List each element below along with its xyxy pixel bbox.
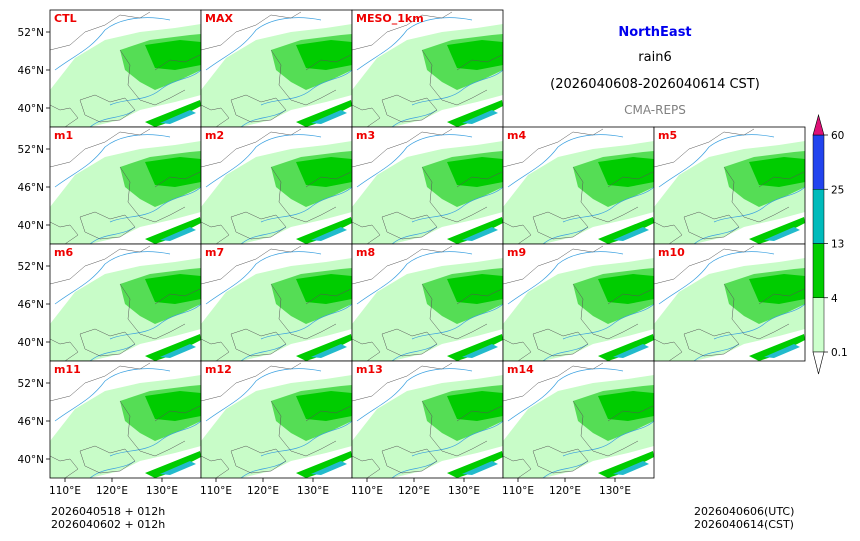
variable-title: rain6 <box>638 50 672 65</box>
lat-tick-label: 40°N <box>18 337 44 349</box>
lon-tick-label: 110°E <box>351 485 383 497</box>
panel-m10: m10 <box>653 243 806 362</box>
panel-m8: m8 <box>351 243 504 362</box>
colorbar: 0.1 4 13 25 60 <box>812 113 848 375</box>
colorbar-tick-label: 4 <box>831 293 838 305</box>
panel-label: m13 <box>356 363 383 376</box>
panel-m3: m3 <box>351 126 504 245</box>
panel-m6: m6 <box>49 243 202 362</box>
panel-m5: m5 <box>653 126 806 245</box>
panel-label: MAX <box>205 12 233 25</box>
lat-tick-label: 52°N <box>18 261 44 273</box>
panel-label: m14 <box>507 363 534 376</box>
lon-tick-label: 130°E <box>297 485 329 497</box>
panel-m13: m13 <box>351 360 504 479</box>
colorbar-segment <box>812 134 825 190</box>
panel-meso-1km: MESO_1km <box>351 9 504 128</box>
panel-label: m10 <box>658 246 685 259</box>
panel-m4: m4 <box>502 126 655 245</box>
lat-tick-label: 46°N <box>18 299 44 311</box>
colorbar-segment <box>812 189 825 244</box>
panel-label: m5 <box>658 129 677 142</box>
colorbar-segment <box>812 243 825 298</box>
panel-label: m6 <box>54 246 73 259</box>
longitude-labels: 110°E 120°E 130°E 110°E 120°E 130°E 110°E 120°E… <box>49 478 631 497</box>
lat-tick-label: 46°N <box>18 182 44 194</box>
colorbar-tick-label: 0.1 <box>831 347 848 359</box>
colorbar-min-extend <box>812 351 825 375</box>
panel-label: m2 <box>205 129 224 142</box>
panel-label: m8 <box>356 246 375 259</box>
lat-tick-label: 40°N <box>18 220 44 232</box>
panel-label: m9 <box>507 246 526 259</box>
lat-tick-label: 52°N <box>18 378 44 390</box>
colorbar-max-extend <box>812 113 825 136</box>
colorbar-tick-label: 25 <box>831 184 844 196</box>
lon-tick-label: 120°E <box>96 485 128 497</box>
colorbar-segment <box>812 297 825 353</box>
lon-tick-label: 110°E <box>49 485 81 497</box>
panel-m14: m14 <box>502 360 655 479</box>
panel-label: CTL <box>54 12 77 25</box>
footer-valid-utc: 2026040606(UTC) <box>694 505 795 518</box>
lat-tick-label: 52°N <box>18 27 44 39</box>
latitude-labels: 52°N 46°N 40°N 52°N 46°N 40°N 52°N 46°N 40°N 52°N… <box>18 27 50 466</box>
panel-grid: CTL MAX MESO_1km m1 m2 m3 m4 m5 m6 m7 m8 m9 m10 m11 m1… <box>49 9 806 479</box>
panel-m7: m7 <box>200 243 353 362</box>
panel-m9: m9 <box>502 243 655 362</box>
lon-tick-label: 110°E <box>200 485 232 497</box>
lat-tick-label: 52°N <box>18 144 44 156</box>
footer-valid-cst: 2026040614(CST) <box>694 518 794 531</box>
panel-label: m3 <box>356 129 375 142</box>
lon-tick-label: 110°E <box>502 485 534 497</box>
lon-tick-label: 130°E <box>599 485 631 497</box>
lat-tick-label: 46°N <box>18 65 44 77</box>
lon-tick-label: 120°E <box>247 485 279 497</box>
panel-label: m7 <box>205 246 224 259</box>
period-title: (2026040608-2026040614 CST) <box>550 77 760 92</box>
panel-label: m11 <box>54 363 81 376</box>
panel-label: m4 <box>507 129 526 142</box>
panel-label: m1 <box>54 129 73 142</box>
panel-max: MAX <box>200 9 353 128</box>
colorbar-tick-label: 60 <box>831 130 844 142</box>
panel-m11: m11 <box>49 360 202 479</box>
source-title: CMA-REPS <box>624 103 686 117</box>
panel-m12: m12 <box>200 360 353 479</box>
footer-init-time-2: 2026040602 + 012h <box>51 518 166 531</box>
panel-ctl: CTL <box>49 9 202 128</box>
lat-tick-label: 46°N <box>18 416 44 428</box>
panel-m1: m1 <box>49 126 202 245</box>
lat-tick-label: 40°N <box>18 103 44 115</box>
lon-tick-label: 130°E <box>448 485 480 497</box>
region-title: NorthEast <box>618 25 692 40</box>
lon-tick-label: 130°E <box>146 485 178 497</box>
lat-tick-label: 40°N <box>18 454 44 466</box>
lon-tick-label: 120°E <box>549 485 581 497</box>
panel-label: m12 <box>205 363 232 376</box>
lon-tick-label: 120°E <box>398 485 430 497</box>
colorbar-tick-label: 13 <box>831 239 844 251</box>
panel-label: MESO_1km <box>356 12 424 25</box>
footer-init-time-1: 2026040518 + 012h <box>51 505 166 518</box>
panel-m2: m2 <box>200 126 353 245</box>
